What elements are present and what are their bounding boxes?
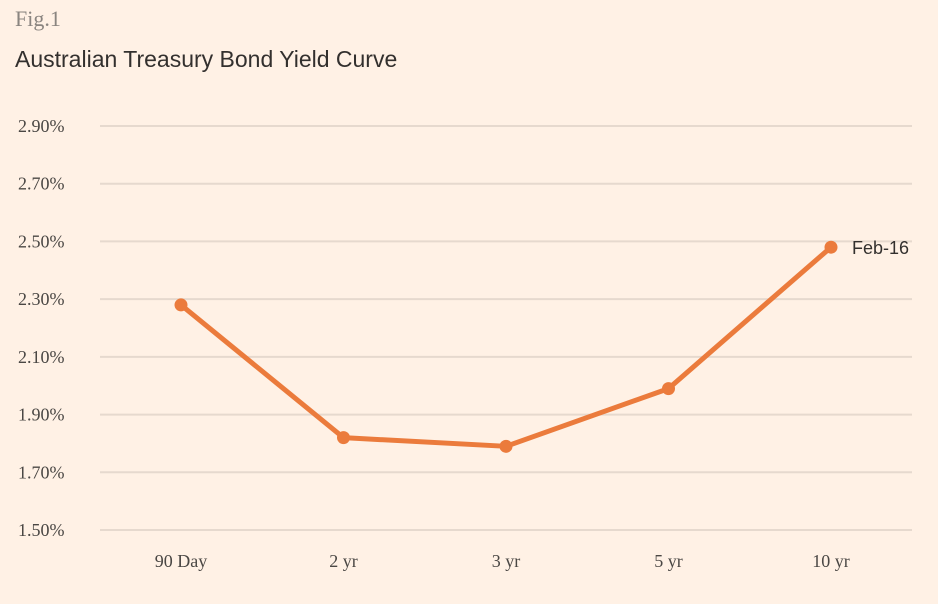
series-label: Feb-16 — [852, 238, 909, 258]
data-point — [824, 240, 838, 254]
data-point — [499, 439, 513, 453]
y-tick-label: 2.30% — [18, 289, 65, 309]
x-tick-label: 10 yr — [812, 551, 850, 571]
chart-title: Australian Treasury Bond Yield Curve — [15, 46, 398, 72]
y-tick-label: 2.10% — [18, 347, 65, 367]
data-point — [337, 431, 350, 445]
y-tick-label: 1.70% — [18, 462, 65, 482]
y-tick-label: 2.70% — [18, 174, 65, 194]
series-line — [178, 244, 834, 449]
gridlines — [100, 125, 912, 531]
data-point — [174, 298, 188, 312]
y-tick-label: 2.50% — [18, 231, 65, 251]
x-tick-label: 3 yr — [492, 551, 521, 571]
data-point — [662, 382, 675, 396]
series-layer: Feb-16 — [174, 238, 909, 453]
x-tick-label: 90 Day — [155, 551, 208, 571]
y-axis-tick-labels: 1.50% 1.70% 1.90% 2.10% 2.30% 2.50% 2.70% 2.90% — [18, 116, 65, 540]
x-tick-label: 5 yr — [654, 551, 683, 571]
x-tick-label: 2 yr — [329, 551, 358, 571]
figure-label: Fig.1 — [15, 6, 61, 31]
y-tick-label: 1.90% — [18, 405, 65, 425]
y-tick-label: 2.90% — [18, 116, 65, 136]
y-tick-label: 1.50% — [18, 520, 65, 540]
x-axis-tick-labels: 90 Day 2 yr 3 yr 5 yr 10 yr — [155, 551, 850, 571]
